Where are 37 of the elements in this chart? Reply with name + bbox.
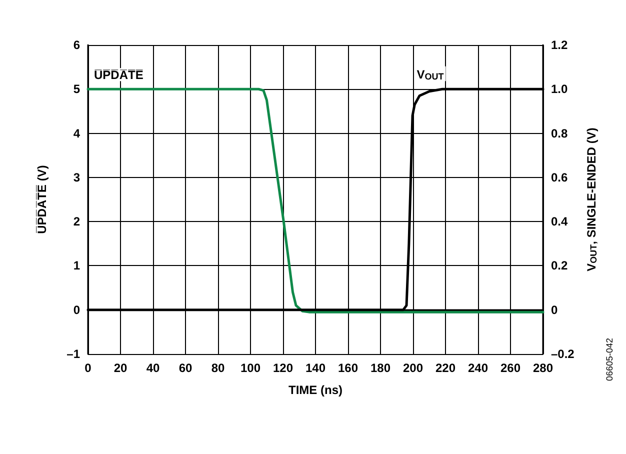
x-tick-label: 220: [435, 361, 456, 375]
y2-tick-label: 1.2: [551, 38, 568, 52]
x-tick-label: 40: [146, 361, 160, 375]
x-tick-label: 160: [338, 361, 358, 375]
series-label: U̅P̅D̅A̅T̅E̅: [94, 68, 144, 82]
y2-tick-label: 0: [551, 302, 558, 317]
y-tick-label: 2: [73, 214, 80, 229]
y-tick-label: 6: [73, 38, 80, 52]
x-tick-label: 140: [305, 361, 326, 375]
y-tick-label: –1: [66, 347, 80, 361]
x-tick-label: 100: [240, 361, 261, 375]
y2-tick-label: 0.2: [551, 258, 568, 273]
x-tick-label: 280: [532, 361, 554, 375]
x-tick-label: 120: [272, 361, 294, 375]
y2-tick-label: 0.8: [551, 126, 568, 140]
y-tick-label: 3: [73, 170, 80, 184]
x-tick-label: 80: [211, 361, 225, 375]
y-tick-label: 1: [73, 258, 80, 273]
y2-tick-label: 0.4: [551, 214, 568, 229]
x-tick-label: 60: [178, 361, 192, 375]
x-tick-label: 20: [114, 361, 128, 375]
text: 06605-042: [604, 338, 614, 382]
y-axis-title: U̅P̅D̅A̅T̅E̅ (V): [35, 165, 49, 234]
y-tick-label: 5: [73, 82, 80, 96]
x-axis-title: TIME (ns): [288, 383, 342, 397]
series-label: VOUT: [416, 67, 444, 82]
y-tick-label: 4: [73, 126, 80, 140]
y2-tick-label: –0.2: [551, 347, 575, 361]
y2-axis-title: VOUT, SINGLE-ENDED (V): [584, 128, 599, 272]
y-tick-label: 0: [73, 302, 80, 317]
x-tick-label: 240: [468, 361, 488, 375]
x-tick-label: 200: [402, 361, 424, 375]
y2-tick-label: 0.6: [551, 170, 568, 184]
x-tick-label: 0: [84, 361, 92, 375]
x-tick-label: 180: [370, 361, 391, 375]
y2-tick-label: 1.0: [551, 82, 568, 96]
x-tick-label: 260: [500, 361, 521, 375]
